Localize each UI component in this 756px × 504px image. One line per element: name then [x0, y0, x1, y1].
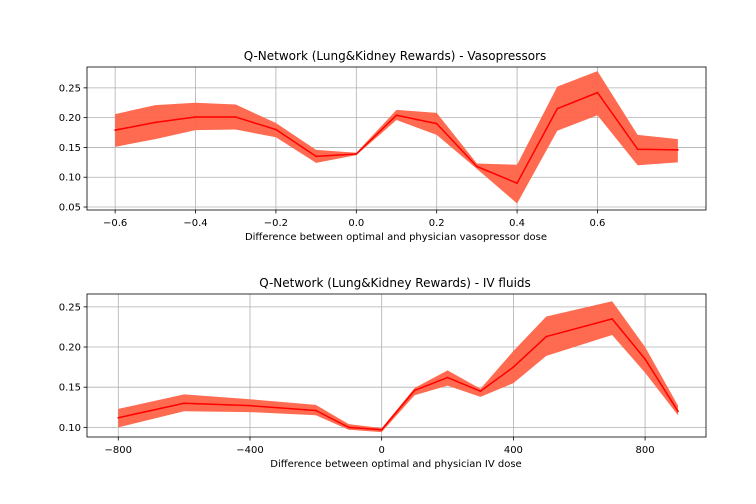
data-point — [249, 404, 251, 407]
axis-ticks: −0.6 −0.4 −0.2 0.0 0.2 0.4 0.6 0.05 0.10 0.15 0.20… — [59, 83, 606, 229]
y-tick-label: 0.25 — [59, 302, 81, 313]
data-point — [479, 390, 482, 393]
data-point — [315, 155, 318, 158]
data-point — [275, 128, 277, 131]
y-tick-label: 0.20 — [59, 343, 81, 354]
data-point — [677, 410, 679, 413]
chart-title: Q-Network (Lung&Kidney Rewards) - IV flu… — [259, 276, 531, 290]
data-point — [347, 426, 350, 429]
y-tick-label: 0.05 — [59, 203, 81, 214]
x-tick-label: −0.6 — [103, 218, 127, 229]
data-point — [154, 121, 157, 124]
x-tick-label: −0.2 — [264, 218, 288, 229]
axis-ticks: −800 −400 0 400 800 0.10 0.15 0.20 0.25 — [59, 302, 655, 456]
data-point — [636, 148, 639, 151]
grid — [87, 294, 706, 437]
chart-title: Q-Network (Lung&Kidney Rewards) - Vasopr… — [244, 49, 547, 63]
data-point — [516, 182, 518, 185]
data-point — [596, 91, 599, 94]
data-point — [314, 409, 317, 412]
x-tick-label: 0.2 — [429, 218, 445, 229]
data-point — [446, 376, 449, 379]
iv-fluids-chart: Q-Network (Lung&Kidney Rewards) - IV flu… — [59, 276, 707, 470]
data-point — [611, 318, 614, 320]
axes-frame — [86, 293, 707, 438]
data-point — [644, 358, 646, 360]
x-tick-label: 0.6 — [590, 218, 606, 229]
data-point — [556, 107, 559, 110]
data-point — [380, 428, 383, 431]
data-point — [355, 153, 358, 155]
data-point — [676, 148, 679, 151]
y-tick-label: 0.10 — [59, 173, 81, 184]
x-tick-label: 0.4 — [509, 218, 525, 229]
x-tick-label: 800 — [636, 445, 655, 456]
y-tick-label: 0.15 — [59, 143, 81, 154]
confidence-band — [118, 301, 679, 433]
x-axis-label: Difference between optimal and physician… — [245, 232, 547, 243]
data-point — [512, 366, 515, 369]
y-tick-label: 0.15 — [59, 383, 81, 394]
axes-frame — [86, 66, 707, 211]
data-point — [194, 116, 197, 118]
mean-line — [118, 318, 679, 431]
x-tick-label: 400 — [504, 445, 523, 456]
data-point — [114, 129, 117, 132]
data-point — [475, 165, 478, 168]
data-point — [395, 114, 398, 117]
x-tick-label: −800 — [105, 445, 132, 456]
y-tick-label: 0.20 — [59, 113, 81, 124]
data-point — [435, 122, 438, 125]
data-point — [117, 416, 120, 419]
plot-area — [114, 71, 679, 204]
x-tick-label: 0 — [378, 445, 384, 456]
data-point — [413, 389, 416, 392]
x-tick-label: 0.0 — [348, 218, 364, 229]
plot-area — [117, 301, 679, 433]
vasopressors-chart: Q-Network (Lung&Kidney Rewards) - Vasopr… — [59, 49, 707, 243]
data-point — [234, 116, 237, 118]
x-axis-label: Difference between optimal and physician… — [270, 459, 521, 470]
y-tick-label: 0.10 — [59, 423, 81, 434]
x-tick-label: −400 — [236, 445, 263, 456]
y-tick-label: 0.25 — [59, 83, 81, 94]
data-point — [183, 402, 186, 405]
data-point — [545, 335, 548, 338]
x-tick-label: −0.4 — [183, 218, 207, 229]
